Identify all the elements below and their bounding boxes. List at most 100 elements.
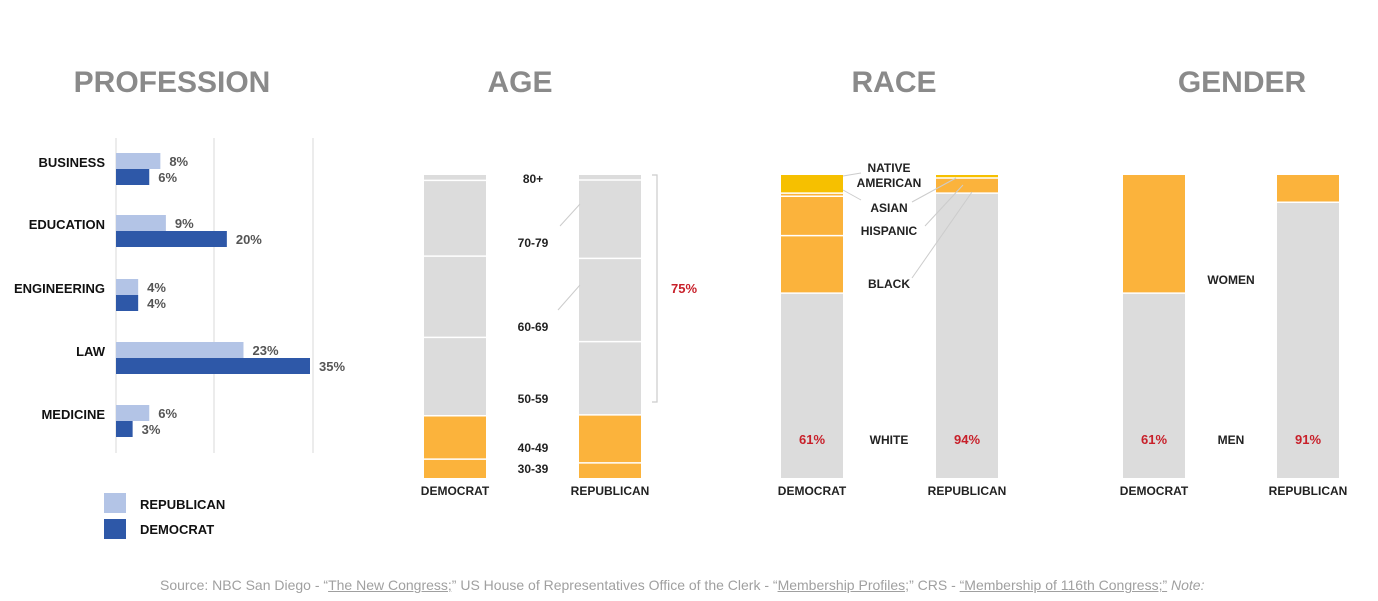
race-leader-line [911,177,957,203]
age-group-label: 30-39 [518,462,549,476]
gender-col-label-democrat: DEMOCRAT [1120,484,1189,498]
age-group-label: 60-69 [518,320,549,334]
legend-democrat-swatch [104,519,126,539]
prof-bar-republican [116,279,139,295]
age-group-label: 50-59 [518,392,549,406]
prof-value-label-democrat: 6% [158,170,177,185]
age-leader-line [559,203,581,227]
source-footnote: Source: NBC San Diego - “The New Congres… [160,577,1360,593]
age-bar-republican-segment [579,258,641,342]
prof-value-label-republican: 23% [252,343,278,358]
gender-bar-republican-segment [1277,175,1339,203]
prof-category-label: EDUCATION [29,217,105,232]
race-bar-republican-segment [936,175,998,179]
age-bar-democrat-segment [424,256,486,338]
gender-data-label-republican: 91% [1295,432,1321,447]
prof-bar-republican [116,215,166,231]
gender-bar-democrat-segment [1123,175,1185,294]
prof-bar-democrat [116,358,310,374]
race-label-black: BLACK [868,277,910,291]
race-bar-democrat-segment [781,293,843,478]
prof-bar-democrat [116,231,227,247]
age-leader-line [557,284,581,311]
race-bar-democrat-segment [781,193,843,197]
prof-bar-republican [116,153,161,169]
prof-value-label-republican: 6% [158,406,177,421]
prof-value-label-democrat: 4% [147,296,166,311]
prof-category-label: BUSINESS [39,155,106,170]
gender-title: GENDER [1178,66,1307,99]
source-link-membership-profiles[interactable]: Membership Profiles; [777,577,910,593]
age-group-label: 40-49 [518,441,549,455]
age-group-label: 70-79 [518,236,549,250]
age-col-label-republican: REPUBLICAN [571,484,650,498]
race-leader-line [842,172,862,177]
legend-republican-label: REPUBLICAN [140,497,225,512]
prof-value-label-democrat: 35% [319,359,345,374]
race-leader-line [924,184,964,227]
race-label-native-line1: NATIVE [867,161,910,175]
race-bar-democrat-segment [781,196,843,236]
age-bar-republican-segment [579,180,641,259]
legend-democrat-label: DEMOCRAT [140,522,214,537]
source-link-membership-116th[interactable]: “Membership of 116th Congress;” [959,577,1168,593]
age-bar-republican-segment [579,175,641,181]
gender-label-men: MEN [1218,433,1245,447]
prof-value-label-democrat: 20% [236,232,262,247]
age-bar-democrat-segment [424,175,486,181]
race-title: RACE [851,66,936,99]
race-data-label-republican: 94% [954,432,980,447]
age-bar-democrat-segment [424,337,486,416]
prof-bar-democrat [116,295,139,311]
race-leader-line [842,189,862,201]
prof-category-label: LAW [76,344,106,359]
age-bar-republican-segment [579,414,641,463]
profession-chart: BUSINESS 8%6%EDUCATION 9%20%ENGINEERING 4%4… [14,138,345,453]
gender-bar-republican-segment [1277,202,1339,478]
source-part2: ” US House of Representatives Office of … [451,577,778,593]
prof-value-label-republican: 4% [147,280,166,295]
race-label-hispanic: HISPANIC [861,224,918,238]
race-col-label-republican: REPUBLICAN [928,484,1007,498]
race-label-white: WHITE [870,433,909,447]
race-col-label-democrat: DEMOCRAT [778,484,847,498]
age-bar-republican-segment [579,341,641,415]
age-bar-democrat-segment [424,459,486,478]
gender-col-label-republican: REPUBLICAN [1269,484,1348,498]
gender-data-label-democrat: 61% [1141,432,1167,447]
age-bracket [652,174,658,403]
prof-value-label-republican: 9% [175,216,194,231]
prof-category-label: ENGINEERING [14,281,105,296]
age-chart: 30-39 40-49 50-59 60-69 70-79 80+ 75% DEMOCRA… [421,172,698,498]
age-bar-democrat-segment [424,415,486,460]
prof-bar-republican [116,405,150,421]
age-bar-republican-segment [579,462,641,478]
prof-value-label-democrat: 3% [142,422,161,437]
prof-category-label: MEDICINE [41,407,105,422]
prof-value-label-republican: 8% [169,154,188,169]
prof-bar-republican [116,342,244,358]
age-annotation: 75% [671,281,697,296]
race-bar-democrat-segment [781,175,843,194]
source-prefix: Source: NBC San Diego - “ [160,577,329,593]
age-bar-democrat-segment [424,180,486,257]
source-note: Note: [1171,577,1205,593]
race-chart: NATIVE AMERICAN ASIAN HISPANIC BLACK WHI… [778,161,1007,498]
gender-chart: WOMEN MEN 61% 91% DEMOCRAT REPUBLICAN [1120,175,1348,498]
source-part3: ” CRS - [909,577,960,593]
age-col-label-democrat: DEMOCRAT [421,484,490,498]
legend-republican-swatch [104,493,126,513]
race-data-label-democrat: 61% [799,432,825,447]
race-bar-democrat-segment [781,235,843,294]
race-label-asian: ASIAN [870,201,907,215]
source-link-new-congress[interactable]: The New Congress; [328,577,452,593]
gender-label-women: WOMEN [1207,273,1254,287]
age-group-label: 80+ [523,172,543,186]
race-label-native-line2: AMERICAN [857,176,922,190]
prof-bar-democrat [116,421,133,437]
race-bar-republican-segment [936,178,998,194]
race-bar-republican-segment [936,193,998,478]
profession-title: PROFESSION [74,66,271,99]
age-title: AGE [487,66,552,99]
